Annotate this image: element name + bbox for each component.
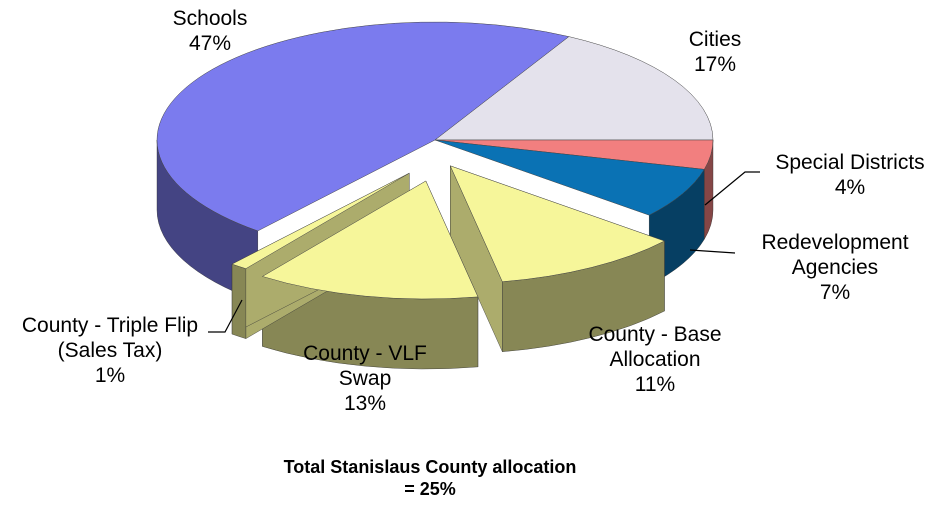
category-label: Cities bbox=[688, 28, 742, 51]
value-label: 1% bbox=[94, 364, 126, 387]
slice-label: Special Districts 4% bbox=[740, 150, 952, 200]
category-label: County - VLF Swap bbox=[303, 342, 427, 390]
slice-label: Redevelopment Agencies 7% bbox=[740, 230, 930, 305]
value-label: 47% bbox=[188, 32, 232, 55]
slice-label: Schools 47% bbox=[110, 6, 310, 56]
slice-label: County - VLF Swap 13% bbox=[290, 341, 440, 416]
value-label: 17% bbox=[693, 53, 737, 76]
slice-label: Cities 17% bbox=[635, 27, 795, 77]
annotation: Total Stanislaus County allocation = 25% bbox=[283, 457, 577, 499]
slice-label: County - Base Allocation 11% bbox=[565, 322, 745, 397]
category-label: County - Base Allocation bbox=[588, 323, 722, 371]
slice-tops bbox=[156, 21, 714, 300]
leader-line bbox=[208, 299, 243, 333]
category-label: County - Triple Flip (Sales Tax) bbox=[21, 314, 199, 362]
value-label: 11% bbox=[634, 373, 676, 396]
category-label: Special Districts bbox=[775, 151, 925, 174]
slice-side bbox=[231, 263, 247, 339]
pie-slice bbox=[434, 36, 714, 141]
leader-lines bbox=[208, 171, 760, 333]
leader-line bbox=[704, 171, 760, 206]
slice-label: County - Triple Flip (Sales Tax) 1% bbox=[10, 313, 210, 388]
category-label: Schools bbox=[172, 7, 248, 30]
category-label: Redevelopment Agencies bbox=[761, 231, 909, 279]
value-label: 4% bbox=[834, 176, 866, 199]
value-label: 13% bbox=[343, 392, 387, 415]
leader-line bbox=[689, 249, 736, 254]
pie-slice bbox=[449, 165, 666, 282]
value-label: 7% bbox=[819, 281, 851, 304]
pie-slice bbox=[231, 172, 410, 269]
pie-slice bbox=[156, 21, 570, 232]
pie-slice bbox=[434, 139, 705, 216]
pie-slice bbox=[261, 180, 479, 300]
